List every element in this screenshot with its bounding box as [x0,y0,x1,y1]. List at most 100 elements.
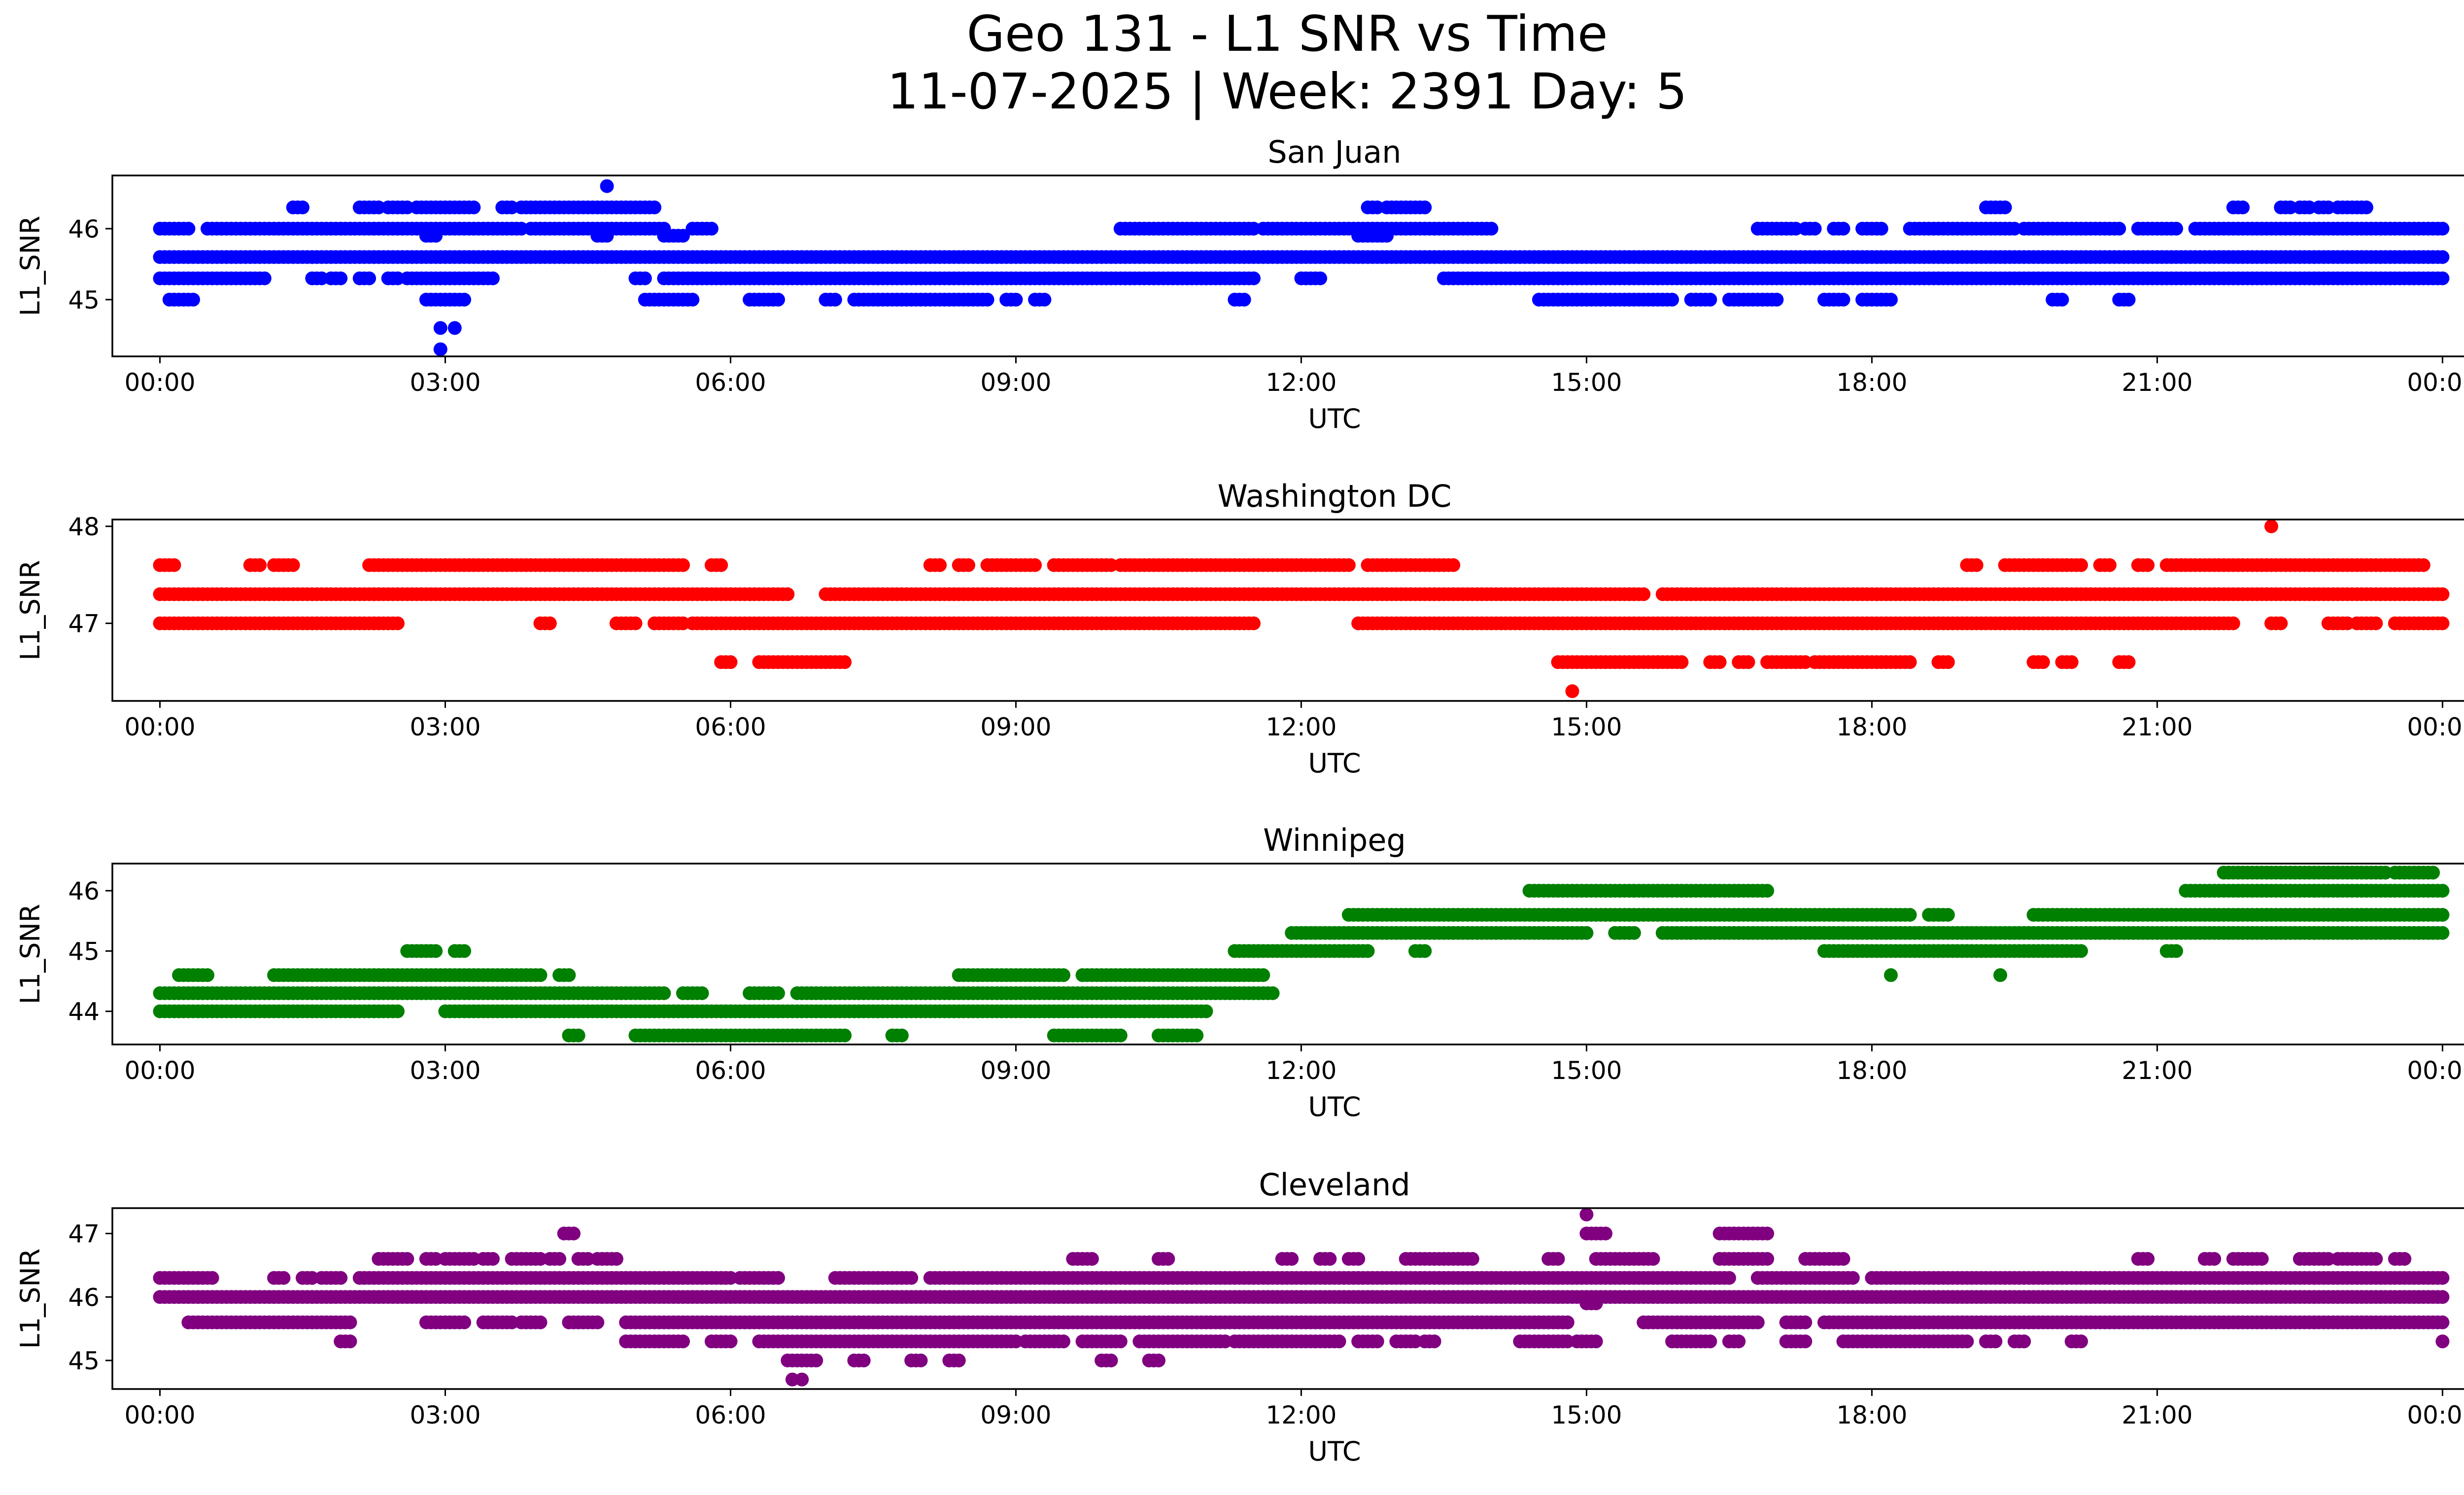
data-point [600,179,614,193]
data-point [505,200,519,214]
data-point [1941,908,1955,922]
x-tick-label: 00:00 [2407,368,2464,397]
data-point [2264,519,2278,533]
y-tick-label: 44 [68,998,100,1026]
subplot-title: Washington DC [1217,478,1451,514]
data-point [2074,944,2088,958]
data-point [1703,292,1717,307]
data-point [543,616,557,630]
data-point [1836,221,1850,236]
data-point [894,1028,909,1043]
subplot-title: Winnipeg [1263,822,1406,858]
x-tick-label: 03:00 [410,368,480,397]
data-point [676,616,690,630]
data-point [1579,926,1594,940]
x-tick-label: 03:00 [410,713,480,741]
data-point [2274,616,2288,630]
data-point [2435,587,2450,601]
data-point [562,968,576,982]
data-point [1565,684,1579,698]
data-point [2435,221,2450,236]
data-point [2169,944,2183,958]
y-tick-label: 48 [68,513,100,541]
data-point [771,986,785,1000]
data-point [1874,221,1888,236]
data-point [781,587,795,601]
data-point [2435,908,2450,922]
data-point [838,1028,852,1043]
data-point [457,944,472,958]
data-point [1418,200,1432,214]
data-point [704,221,719,236]
data-point [2141,558,2155,572]
data-point [2007,221,2021,236]
data-point [904,1271,919,1285]
data-point [648,200,662,214]
data-point [1313,271,1328,285]
x-tick-label: 00:00 [124,368,195,397]
data-point [1256,968,1270,982]
data-point [1113,1028,1128,1043]
x-tick-label: 21:00 [2122,713,2192,741]
x-tick-label: 00:00 [124,1056,195,1085]
series-points [153,519,2450,698]
data-point [447,321,462,335]
x-tick-label: 12:00 [1266,713,1336,741]
data-point [2112,221,2126,236]
data-point [276,1271,291,1285]
data-point [362,271,376,285]
data-point [1770,292,1784,307]
data-point [2074,558,2088,572]
data-point [2122,292,2136,307]
data-point [2360,200,2373,214]
x-tick-label: 09:00 [980,1056,1051,1085]
data-point [391,1004,405,1018]
data-point [1104,558,1118,572]
data-point [1237,292,1251,307]
data-point [253,558,267,572]
data-point [1665,292,1679,307]
data-point [723,655,738,669]
x-tick-label: 18:00 [1836,713,1907,741]
data-point [1808,221,1822,236]
data-point [2321,200,2335,214]
data-point [334,271,348,285]
data-point [167,558,181,572]
data-point [2055,292,2069,307]
data-point [2226,616,2240,630]
data-point [1037,292,1052,307]
data-point [657,986,671,1000]
data-point [1057,968,1070,982]
data-point [1675,655,1689,669]
data-point [433,342,447,356]
data-point [676,229,690,243]
data-point [1760,884,1775,898]
data-point [1199,1004,1213,1018]
data-point [1028,558,1042,572]
data-point [980,292,994,307]
data-point [1903,908,1917,922]
data-point [1969,558,1984,572]
data-point [186,292,200,307]
y-axis-label: L1_SNR [15,904,46,1005]
x-tick-label: 03:00 [410,1056,480,1085]
data-point [838,655,852,669]
data-point [1247,271,1261,285]
data-point [2122,655,2136,669]
x-tick-label: 21:00 [2122,1056,2192,1085]
data-point [372,200,386,214]
data-point [1789,221,1803,236]
data-point [695,986,709,1000]
data-point [1941,655,1955,669]
data-point [205,1271,219,1285]
data-point [314,271,329,285]
x-tick-label: 18:00 [1836,1056,1907,1085]
data-point [771,292,785,307]
data-point [201,968,214,982]
data-point [391,616,405,630]
data-point [429,944,443,958]
y-axis-label: L1_SNR [15,216,46,316]
data-point [1884,292,1898,307]
x-tick-label: 15:00 [1551,1056,1622,1085]
subplot-title: San Juan [1267,134,1401,170]
